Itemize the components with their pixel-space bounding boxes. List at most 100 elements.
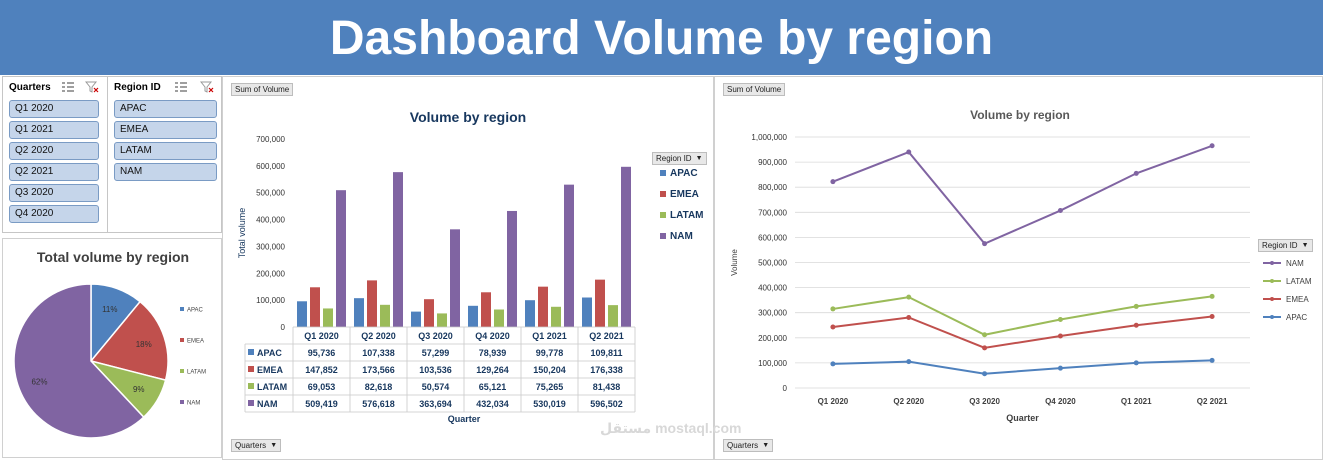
page-title: Dashboard Volume by region bbox=[329, 12, 994, 65]
table-cell: 432,034 bbox=[476, 399, 509, 409]
quarters-field-button[interactable]: Quarters ▼ bbox=[231, 439, 282, 452]
region-id-field-label: Region ID bbox=[1262, 241, 1298, 250]
legend-label-nam: NAM bbox=[1286, 259, 1304, 268]
bar-nam bbox=[507, 210, 517, 327]
legend-label-apac: APAC bbox=[1286, 313, 1307, 322]
bar-nam bbox=[621, 166, 631, 327]
slicer-item-q1-2020[interactable]: Q1 2020 bbox=[9, 100, 99, 118]
series-line-latam bbox=[832, 295, 1213, 336]
point-nam bbox=[830, 179, 836, 185]
table-cell: 576,618 bbox=[362, 399, 395, 409]
bar-apac bbox=[525, 300, 535, 327]
bar-latam bbox=[494, 309, 504, 327]
dropdown-arrow-icon: ▼ bbox=[695, 155, 703, 162]
table-cell: 95,736 bbox=[308, 348, 336, 358]
bar-emea bbox=[310, 287, 320, 327]
x-tick-label: Q4 2020 bbox=[1045, 397, 1076, 406]
pie-label-apac: 11% bbox=[102, 305, 117, 314]
point-apac bbox=[1057, 365, 1063, 371]
slicer-item-nam[interactable]: NAM bbox=[114, 163, 217, 181]
slicer-item-q2-2020[interactable]: Q2 2020 bbox=[9, 142, 99, 160]
pie-legend-label-apac: APAC bbox=[187, 308, 204, 314]
x-tick-label: Q1 2021 bbox=[532, 331, 567, 341]
legend-marker-apac bbox=[1270, 315, 1274, 319]
point-latam bbox=[1057, 316, 1063, 322]
point-latam bbox=[830, 306, 836, 312]
bar-chart-title: Volume by region bbox=[410, 109, 526, 125]
y-tick-label: 600,000 bbox=[256, 162, 285, 171]
table-row-label-latam: LATAM bbox=[257, 382, 287, 392]
y-tick-label: 100,000 bbox=[256, 296, 285, 305]
clear-filter-icon[interactable] bbox=[200, 81, 214, 93]
multi-select-icon[interactable] bbox=[61, 81, 75, 93]
bar-nam bbox=[564, 184, 574, 327]
slicer-item-apac[interactable]: APAC bbox=[114, 100, 217, 118]
bar-nam bbox=[393, 172, 403, 327]
point-apac bbox=[830, 361, 836, 367]
quarters-field-label: Quarters bbox=[235, 441, 267, 450]
point-latam bbox=[906, 294, 912, 300]
pie-legend-swatch-apac bbox=[180, 307, 184, 311]
bar-nam bbox=[336, 190, 346, 327]
point-nam bbox=[1057, 208, 1063, 214]
bar-chart: Volume by region 0 100,000 200,000 300,000 40… bbox=[237, 109, 704, 424]
table-cell: 81,438 bbox=[593, 382, 621, 392]
slicer-item-q2-2021[interactable]: Q2 2021 bbox=[9, 163, 99, 181]
point-nam bbox=[982, 241, 988, 247]
bar-latam bbox=[608, 305, 618, 327]
slicer-item-emea[interactable]: EMEA bbox=[114, 121, 217, 139]
point-emea bbox=[1057, 333, 1063, 339]
quarters-field-button[interactable]: Quarters ▼ bbox=[723, 439, 774, 452]
pie-slice-emea bbox=[89, 300, 169, 382]
slicer-item-q3-2020[interactable]: Q3 2020 bbox=[9, 184, 99, 202]
slicer-item-q1-2021[interactable]: Q1 2021 bbox=[9, 121, 99, 139]
legend-label-emea: EMEA bbox=[1286, 295, 1309, 304]
slicer-item-latam[interactable]: LATAM bbox=[114, 142, 217, 160]
clear-filter-icon[interactable] bbox=[85, 81, 99, 93]
sum-of-volume-button[interactable]: Sum of Volume bbox=[231, 83, 294, 96]
region-id-field-button[interactable]: Region ID ▼ bbox=[1258, 239, 1313, 252]
y-tick-label: 500,000 bbox=[758, 259, 787, 268]
x-tick-label: Q2 2020 bbox=[893, 397, 924, 406]
legend-swatch-nam bbox=[660, 233, 666, 239]
y-tick-label: 800,000 bbox=[758, 183, 787, 192]
legend-swatch-latam bbox=[660, 212, 666, 218]
y-tick-label: 500,000 bbox=[256, 189, 285, 198]
region-slicer-title: Region ID bbox=[114, 82, 161, 93]
x-axis-label: Quarter bbox=[1006, 413, 1039, 423]
legend-label-apac: APAC bbox=[670, 168, 698, 179]
table-cell: 173,566 bbox=[362, 365, 395, 375]
dropdown-arrow-icon: ▼ bbox=[270, 442, 278, 449]
point-apac bbox=[1133, 360, 1139, 366]
region-slicer: Region ID APAC EMEA LATAM NAM bbox=[107, 76, 222, 233]
x-tick-label: Q3 2020 bbox=[969, 397, 1000, 406]
legend-label-latam: LATAM bbox=[1286, 277, 1312, 286]
dropdown-arrow-icon: ▼ bbox=[762, 442, 770, 449]
y-tick-label: 300,000 bbox=[758, 309, 787, 318]
region-id-field-button[interactable]: Region ID ▼ bbox=[652, 152, 707, 165]
quarters-slicer: Quarters Q1 2020 Q1 2021 Q2 2020 Q2 2021 Q3 … bbox=[2, 76, 108, 233]
bar-apac bbox=[297, 301, 307, 327]
bar-latam bbox=[380, 304, 390, 327]
y-tick-label: 400,000 bbox=[758, 284, 787, 293]
y-tick-label: 400,000 bbox=[256, 216, 285, 225]
x-tick-label: Q2 2021 bbox=[589, 331, 624, 341]
bar-latam bbox=[323, 308, 333, 327]
table-cell: 107,338 bbox=[362, 348, 395, 358]
series-line-nam bbox=[832, 144, 1213, 245]
table-cell: 65,121 bbox=[479, 382, 507, 392]
legend-label-latam: LATAM bbox=[670, 210, 704, 221]
bar-latam bbox=[551, 306, 561, 327]
series-line-emea bbox=[832, 315, 1213, 349]
table-cell: 78,939 bbox=[479, 348, 507, 358]
y-axis-label: Total volume bbox=[237, 208, 247, 259]
bar-emea bbox=[481, 292, 491, 327]
pie-chart: Total volume by region 11% 18% 9% 62% APAC EME… bbox=[13, 249, 206, 439]
y-tick-label: 600,000 bbox=[758, 233, 787, 242]
multi-select-icon[interactable] bbox=[174, 81, 188, 93]
legend-marker-nam bbox=[1270, 261, 1274, 265]
sum-of-volume-button[interactable]: Sum of Volume bbox=[723, 83, 786, 96]
slicer-item-q4-2020[interactable]: Q4 2020 bbox=[9, 205, 99, 223]
x-axis-label: Quarter bbox=[448, 414, 481, 424]
point-emea bbox=[906, 314, 912, 320]
